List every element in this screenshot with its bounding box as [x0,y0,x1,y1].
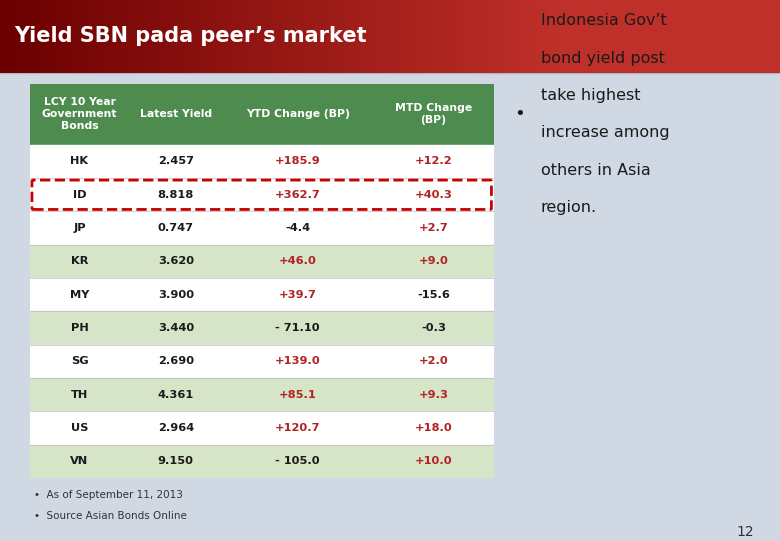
Text: increase among: increase among [541,125,669,140]
Text: +120.7: +120.7 [275,423,321,433]
Text: JP: JP [73,223,86,233]
Text: 3.440: 3.440 [158,323,194,333]
Bar [30,411,494,444]
Text: +2.0: +2.0 [419,356,448,366]
Text: - 105.0: - 105.0 [275,456,320,466]
Text: 3.900: 3.900 [158,289,194,300]
Text: Latest Yield: Latest Yield [140,109,212,119]
Text: US: US [71,423,88,433]
Text: +10.0: +10.0 [415,456,452,466]
Bar [30,444,494,478]
Bar [30,278,494,312]
Text: 2.690: 2.690 [158,356,194,366]
Bar [30,84,494,145]
Text: HK: HK [70,157,89,166]
Text: - 71.10: - 71.10 [275,323,320,333]
Text: ID: ID [73,190,87,200]
Text: +9.3: +9.3 [418,390,448,400]
Text: 0.747: 0.747 [158,223,194,233]
Text: 4.361: 4.361 [158,390,194,400]
Text: bond yield post: bond yield post [541,51,665,65]
Text: +185.9: +185.9 [275,157,321,166]
Text: 9.150: 9.150 [158,456,194,466]
Text: +18.0: +18.0 [414,423,452,433]
Text: -4.4: -4.4 [285,223,310,233]
Text: 2.457: 2.457 [158,157,194,166]
Text: VN: VN [70,456,89,466]
Text: 2.964: 2.964 [158,423,194,433]
Text: TH: TH [71,390,88,400]
Text: •: • [515,105,525,123]
Bar [30,145,494,178]
Text: •  As of September 11, 2013: • As of September 11, 2013 [34,490,183,500]
Text: PH: PH [71,323,88,333]
Text: +2.7: +2.7 [419,223,448,233]
Bar [30,245,494,278]
Text: +40.3: +40.3 [414,190,452,200]
Bar [30,212,494,245]
Text: MTD Change
(BP): MTD Change (BP) [395,103,472,125]
Text: 3.620: 3.620 [158,256,194,266]
Text: region.: region. [541,200,597,215]
Text: Indonesia Gov’t: Indonesia Gov’t [541,13,667,28]
Text: -0.3: -0.3 [421,323,446,333]
Text: SG: SG [71,356,88,366]
Text: +85.1: +85.1 [278,390,317,400]
Bar [30,312,494,345]
Text: +362.7: +362.7 [275,190,321,200]
Text: +12.2: +12.2 [415,157,452,166]
Text: •  Source Asian Bonds Online: • Source Asian Bonds Online [34,511,187,521]
Text: 12: 12 [736,525,753,539]
Text: take highest: take highest [541,88,640,103]
Text: +46.0: +46.0 [278,256,317,266]
Text: YTD Change (BP): YTD Change (BP) [246,109,349,119]
Text: -15.6: -15.6 [417,289,450,300]
Text: +139.0: +139.0 [275,356,321,366]
Bar [30,178,494,212]
Bar [562,0,780,73]
Bar [30,378,494,411]
Text: Yield SBN pada peer’s market: Yield SBN pada peer’s market [14,26,367,46]
Text: +9.0: +9.0 [418,256,448,266]
Bar [30,345,494,378]
Text: MY: MY [70,289,89,300]
Text: others in Asia: others in Asia [541,163,651,178]
Text: 8.818: 8.818 [158,190,194,200]
Text: LCY 10 Year
Government
Bonds: LCY 10 Year Government Bonds [42,97,117,131]
Text: +39.7: +39.7 [278,289,317,300]
Text: KR: KR [71,256,88,266]
